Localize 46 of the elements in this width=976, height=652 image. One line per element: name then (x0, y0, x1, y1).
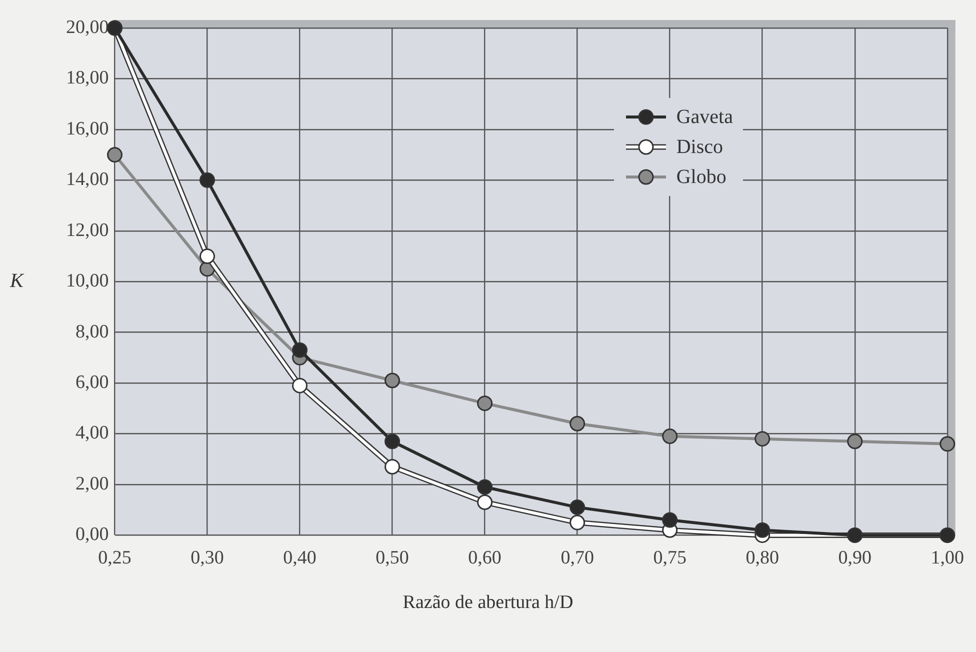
point (292, 342, 308, 358)
point (200, 248, 216, 264)
y-tick-label: 10,00 (66, 270, 109, 292)
y-tick-label: 4,00 (76, 422, 109, 444)
y-tick-label: 14,00 (66, 169, 109, 190)
point (570, 416, 586, 432)
x-tick-label: 0,90 (838, 548, 872, 569)
point (754, 431, 770, 447)
x-tick-label: 1,00 (930, 548, 964, 569)
point (107, 147, 122, 163)
point (940, 436, 956, 452)
y-tick-label: 8,00 (76, 321, 109, 342)
point (754, 522, 770, 538)
x-tick-label: 0,60 (468, 548, 502, 569)
x-tick-label: 0,75 (653, 548, 686, 569)
x-tick-label: 0,30 (190, 548, 224, 569)
y-tick-label: 12,00 (66, 220, 109, 241)
y-tick-label: 2,00 (76, 473, 109, 494)
y-tick-label: 16,00 (66, 118, 109, 140)
x-tick-label: 0,40 (283, 548, 316, 569)
x-tick-label: 0,80 (746, 548, 779, 569)
point (477, 479, 493, 495)
point (570, 500, 586, 516)
legend-label: Globo (676, 166, 726, 188)
y-tick-label: 6,00 (76, 372, 109, 394)
y-tick-label: 18,00 (66, 68, 109, 89)
legend-label: Disco (676, 136, 723, 158)
point (477, 396, 493, 412)
point (662, 428, 678, 444)
point (384, 372, 400, 388)
point (477, 494, 493, 510)
x-axis-title: Razão de abertura h/D (402, 592, 574, 614)
y-tick-label: 0,00 (76, 524, 109, 546)
point (847, 434, 863, 450)
point (384, 434, 400, 450)
x-tick-label: 0,25 (98, 548, 132, 569)
point (570, 514, 586, 530)
x-tick-label: 0,70 (560, 548, 594, 569)
point (200, 172, 216, 188)
legend-label: Gaveta (676, 106, 733, 128)
point (292, 378, 308, 394)
y-axis-title: K (10, 270, 24, 293)
x-tick-label: 0,50 (376, 548, 409, 569)
point (662, 512, 678, 528)
point (384, 458, 400, 474)
y-tick-label: 20,00 (66, 16, 109, 38)
